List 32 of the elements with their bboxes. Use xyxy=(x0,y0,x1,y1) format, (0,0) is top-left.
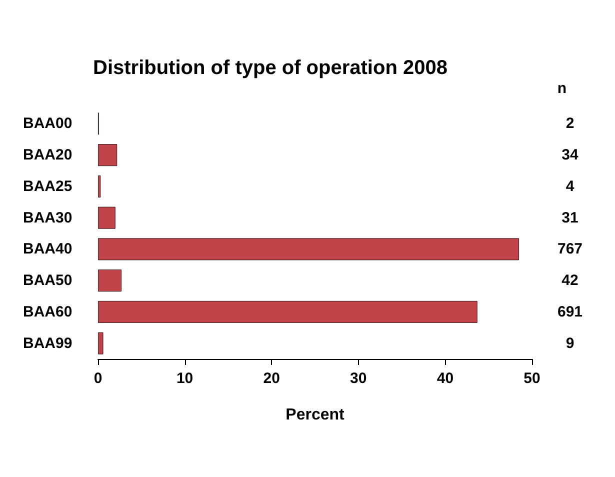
bar xyxy=(98,206,116,229)
x-tick-label: 40 xyxy=(436,370,454,387)
x-tick-label: 10 xyxy=(176,370,194,387)
text: n xyxy=(557,80,567,97)
x-tick-label: 30 xyxy=(350,370,367,387)
x-tick-label: 50 xyxy=(524,370,540,387)
text: 767 xyxy=(557,240,583,258)
text: 4 xyxy=(566,178,575,195)
bar xyxy=(98,332,104,354)
bar xyxy=(98,300,478,323)
chart-title: Distribution of type of operation 2008 xyxy=(93,57,448,79)
y-tick-label: BAA30 xyxy=(23,209,72,226)
bar xyxy=(98,270,122,292)
x-axis-title: Percent xyxy=(286,406,346,424)
bar xyxy=(98,175,101,198)
y-tick-label: BAA00 xyxy=(23,115,72,132)
text: 42 xyxy=(562,272,578,290)
text: 31 xyxy=(562,209,578,226)
y-tick-label: BAA40 xyxy=(23,240,72,258)
text: 2 xyxy=(566,115,574,132)
y-tick-label: BAA20 xyxy=(23,146,72,164)
x-tick-label: 0 xyxy=(94,370,102,387)
y-tick-label: BAA50 xyxy=(23,272,72,290)
y-tick-label: BAA60 xyxy=(23,303,72,320)
text: 34 xyxy=(562,146,579,164)
bar xyxy=(98,238,519,260)
x-tick-label: 20 xyxy=(263,370,280,387)
text: 691 xyxy=(557,303,583,320)
bar xyxy=(98,144,118,166)
y-tick-label: BAA25 xyxy=(23,178,72,195)
y-tick-label: BAA99 xyxy=(23,334,72,352)
text: 9 xyxy=(566,334,574,352)
